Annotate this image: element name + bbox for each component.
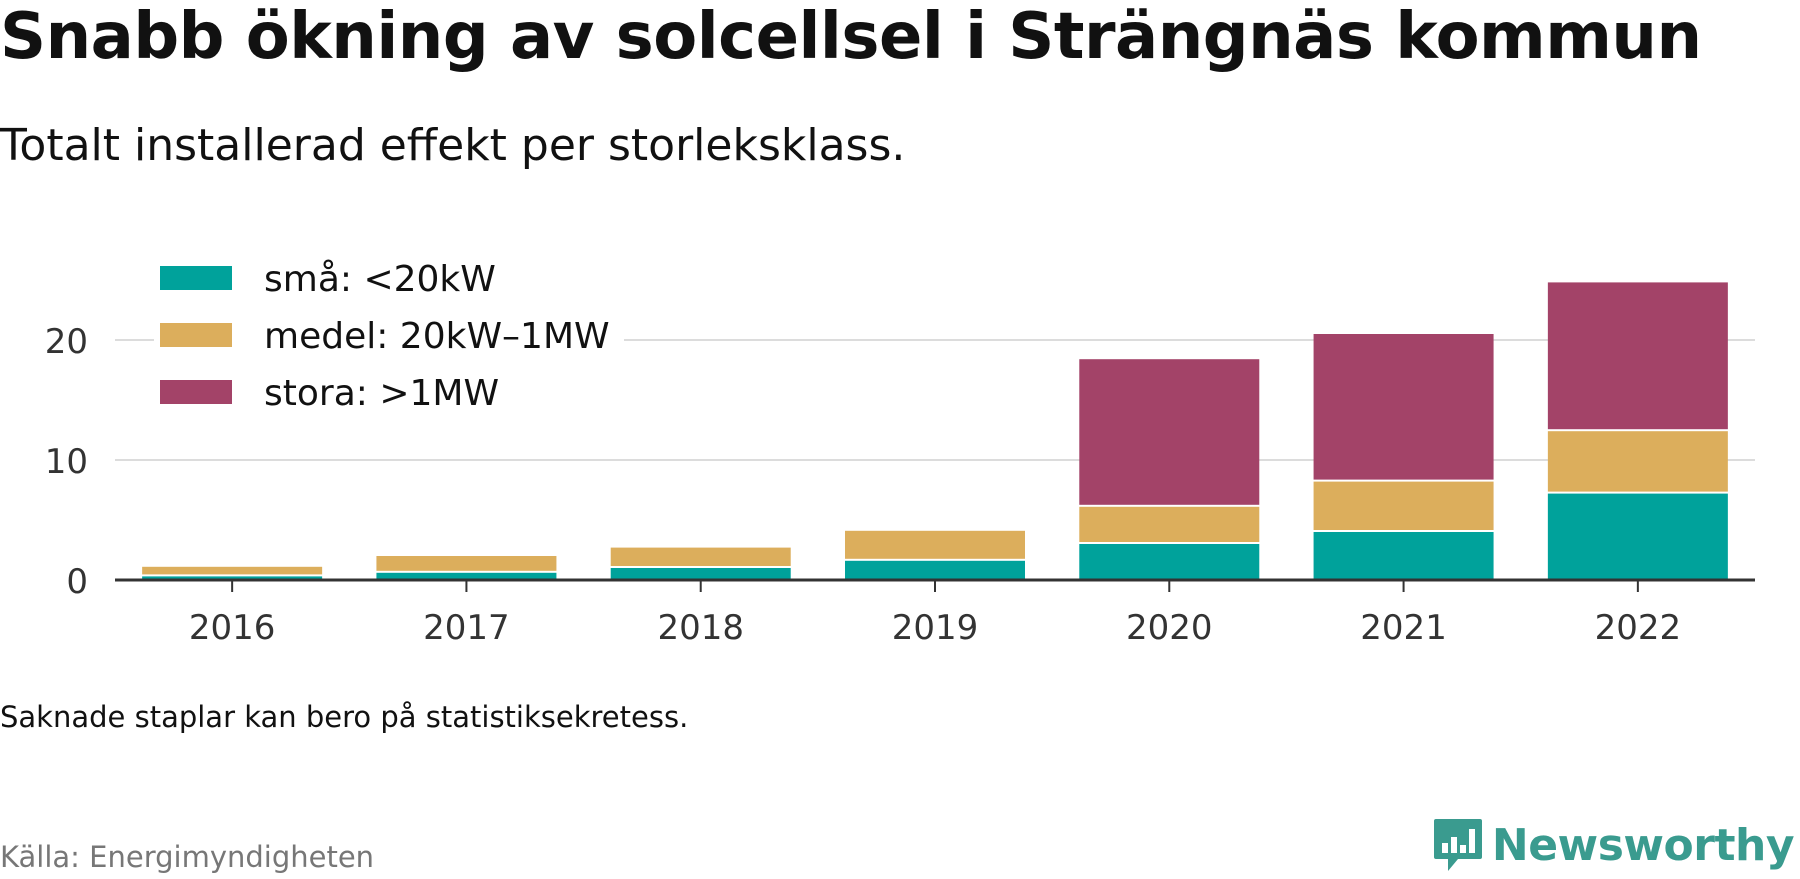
legend-backdrop-1	[154, 252, 624, 304]
source-credit: Källa: Energimyndigheten	[0, 840, 375, 874]
x-tick-label-2022: 2022	[1595, 608, 1682, 648]
brand-name: Newsworthy	[1491, 819, 1795, 871]
legend-label-3: stora: >1MW	[264, 373, 499, 414]
brand-logo: Newsworthy	[1432, 817, 1795, 873]
x-tick-label-2020: 2020	[1126, 608, 1213, 648]
bar-2022-series-3	[1547, 282, 1728, 430]
bar-2016-series-2	[142, 566, 323, 575]
bar-2021-series-3	[1313, 334, 1494, 480]
bar-2016-series-1	[142, 576, 323, 580]
legend-label-1: små: <20kW	[264, 259, 496, 300]
bar-2022-series-1	[1547, 493, 1728, 580]
bar-2018-series-2	[610, 547, 791, 566]
bar-2022-series-2	[1547, 431, 1728, 492]
x-tick-label-2017: 2017	[423, 608, 510, 648]
chart-title: Snabb ökning av solcellsel i Strängnäs k…	[0, 0, 1702, 74]
y-tick-label-20: 20	[45, 322, 88, 362]
newsworthy-logo-icon	[1433, 819, 1482, 871]
bar-2020-series-2	[1079, 506, 1260, 542]
legend-swatch-3	[160, 380, 232, 404]
y-tick-label-0: 0	[66, 562, 88, 602]
legend-backdrop-3	[154, 366, 624, 418]
bar-2017-series-1	[376, 572, 557, 580]
bar-2021-series-1	[1313, 532, 1494, 580]
bar-2019-series-2	[845, 530, 1025, 559]
chart-subtitle: Totalt installerad effekt per storlekskl…	[0, 120, 906, 171]
legend-backdrop-2	[154, 309, 624, 361]
bar-2017-series-2	[376, 556, 557, 571]
footnote: Saknade staplar kan bero på statistiksek…	[0, 700, 689, 734]
bar-2020-series-1	[1079, 544, 1260, 580]
x-tick-label-2018: 2018	[657, 608, 744, 648]
x-tick-label-2016: 2016	[189, 608, 276, 648]
bar-2021-series-2	[1313, 481, 1494, 530]
legend-swatch-2	[160, 323, 232, 347]
stacked-bar-chart: 0 10 20 2016 2017 2018 2019 2020 2021 2022 små: <2…	[44, 252, 1755, 648]
legend-label-2: medel: 20kW–1MW	[264, 316, 610, 357]
legend-swatch-1	[160, 266, 232, 290]
bar-2019-series-1	[845, 560, 1025, 580]
x-tick-label-2019: 2019	[892, 608, 979, 648]
bar-2020-series-3	[1079, 359, 1260, 505]
bar-2018-series-1	[610, 568, 791, 580]
x-tick-label-2021: 2021	[1360, 608, 1447, 648]
y-tick-label-10: 10	[45, 442, 88, 482]
